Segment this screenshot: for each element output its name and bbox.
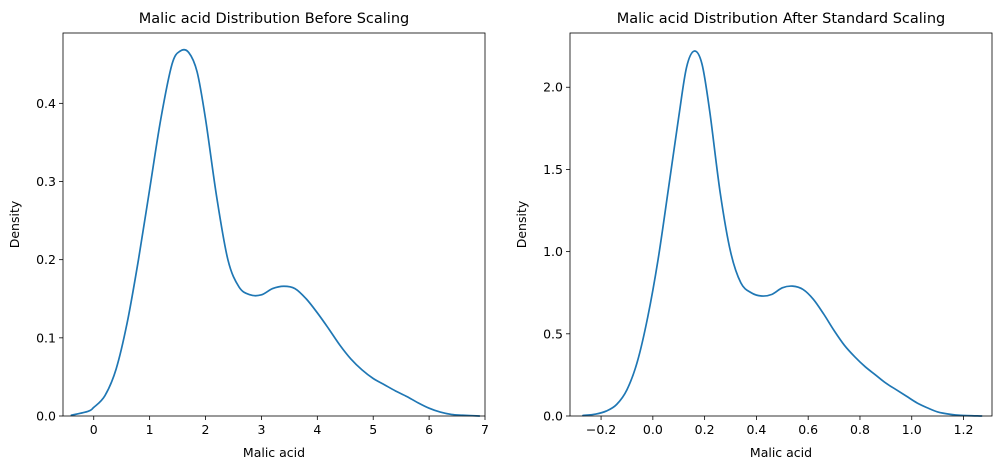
x-tick-label: 7 (481, 422, 489, 437)
chart-after-standard-scaling: Malic acid Distribution After Standard S… (514, 11, 993, 460)
x-tick-label: 0.2 (695, 422, 715, 437)
y-tick-label: 0.0 (543, 409, 563, 424)
axis-ticks: 0 1 2 3 4 5 6 7 0.0 0.1 0.2 0.3 0.4 (36, 96, 489, 437)
x-axis-label: Malic acid (750, 445, 812, 460)
x-tick-label: 4 (313, 422, 321, 437)
y-tick-label: 0.0 (36, 409, 56, 424)
x-tick-label: 3 (257, 422, 265, 437)
chart-before-scaling: Malic acid Distribution Before Scaling M… (7, 11, 489, 460)
y-tick-label: 1.0 (543, 244, 563, 259)
x-tick-label: 0 (90, 422, 98, 437)
y-tick-label: 0.3 (36, 174, 56, 189)
axes-frame (569, 32, 993, 417)
kde-density-line (70, 48, 481, 417)
x-tick-label: 1.0 (902, 422, 922, 437)
y-axis-label: Density (514, 200, 529, 248)
axis-ticks: −0.2 0.0 0.2 0.4 0.6 0.8 1.0 1.2 0.0 0.5 1.0 1.5 2.0 (543, 80, 973, 437)
y-tick-label: 0.5 (543, 326, 563, 341)
x-tick-label: 6 (425, 422, 433, 437)
x-tick-label: 1 (146, 422, 154, 437)
x-tick-label: 5 (369, 422, 377, 437)
y-tick-label: 1.5 (543, 162, 563, 177)
x-tick-label: −0.2 (586, 422, 616, 437)
y-tick-label: 0.2 (36, 252, 56, 267)
y-tick-label: 2.0 (543, 80, 563, 95)
chart-title: Malic acid Distribution Before Scaling (139, 11, 409, 27)
y-tick-label: 0.4 (36, 96, 56, 111)
x-tick-label: 0.6 (798, 422, 818, 437)
x-tick-label: 2 (202, 422, 210, 437)
axes-frame (62, 32, 486, 417)
kde-density-line (582, 50, 983, 417)
x-tick-label: 0.4 (746, 422, 766, 437)
x-tick-label: 1.2 (954, 422, 974, 437)
x-axis-label: Malic acid (243, 445, 305, 460)
chart-title: Malic acid Distribution After Standard S… (617, 11, 945, 27)
plot-area (70, 48, 481, 417)
y-tick-label: 0.1 (36, 330, 56, 345)
plot-area (582, 50, 983, 417)
x-tick-label: 0.0 (643, 422, 663, 437)
y-axis-label: Density (7, 200, 22, 248)
x-tick-label: 0.8 (850, 422, 870, 437)
